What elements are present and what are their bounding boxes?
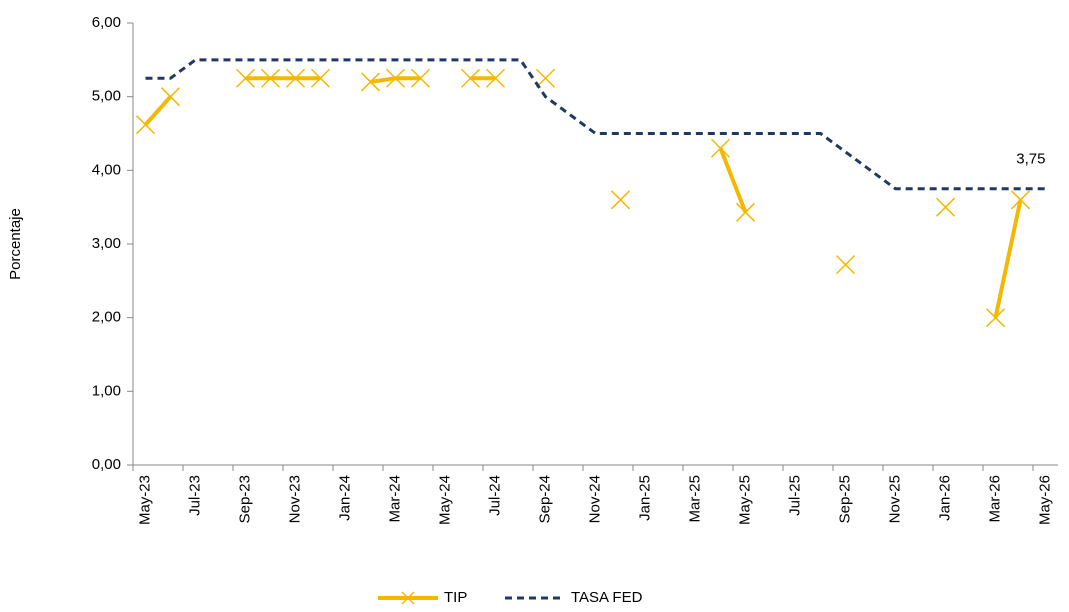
x-tick-label: May-24 (436, 475, 453, 525)
x-tick-label: Jan-26 (936, 475, 953, 521)
legend-marker (401, 591, 415, 605)
point-marker (260, 68, 281, 88)
x-tick-label: Jul-24 (486, 475, 503, 516)
x-tick-label: Sep-23 (236, 475, 253, 523)
x-tick-label: May-26 (1036, 475, 1053, 525)
legend-label: TASA FED (571, 589, 643, 606)
point-marker (285, 68, 306, 88)
y-tick-label: 0,00 (92, 456, 121, 473)
x-tick-label: Nov-24 (586, 475, 603, 523)
point-marker (385, 68, 406, 88)
point-marker (710, 138, 731, 158)
x-tick-label: Jan-24 (336, 475, 353, 521)
y-tick-label: 4,00 (92, 161, 121, 178)
y-axis-label: Porcentaje (7, 208, 24, 280)
y-tick-label: 3,00 (92, 235, 121, 252)
point-marker (610, 190, 631, 210)
x-tick-label: May-25 (736, 475, 753, 525)
y-tick-label: 1,00 (92, 382, 121, 399)
point-marker (135, 115, 156, 135)
x-tick-label: May-23 (136, 475, 153, 525)
x-tick-label: Nov-25 (886, 475, 903, 523)
point-marker (835, 255, 856, 275)
legend-label: TIP (444, 589, 467, 606)
point-marker (735, 202, 756, 222)
point-marker (160, 87, 181, 107)
y-tick-label: 2,00 (92, 309, 121, 326)
x-tick-label: Mar-26 (986, 475, 1003, 523)
x-tick-label: Mar-25 (686, 475, 703, 523)
point-marker (460, 68, 481, 88)
series-line (144, 76, 1023, 319)
point-marker (535, 68, 556, 88)
x-tick-label: Nov-23 (286, 475, 303, 523)
x-tick-label: Sep-24 (536, 475, 553, 523)
y-tick-label: 6,00 (92, 14, 121, 31)
point-marker (985, 308, 1006, 328)
point-marker (410, 68, 431, 88)
y-tick-label: 5,00 (92, 88, 121, 105)
x-tick-label: Jul-23 (186, 475, 203, 516)
annotation: 3,75 (1016, 151, 1045, 168)
x-tick-label: Mar-24 (386, 475, 403, 523)
series-line (145, 58, 1046, 191)
point-marker (935, 197, 956, 217)
x-tick-label: Jan-25 (636, 475, 653, 521)
point-marker (360, 72, 381, 92)
point-marker (235, 68, 256, 88)
point-marker (1010, 190, 1031, 210)
point-marker (485, 68, 506, 88)
x-tick-label: Sep-25 (836, 475, 853, 523)
x-tick-label: Jul-25 (786, 475, 803, 516)
point-marker (310, 68, 331, 88)
